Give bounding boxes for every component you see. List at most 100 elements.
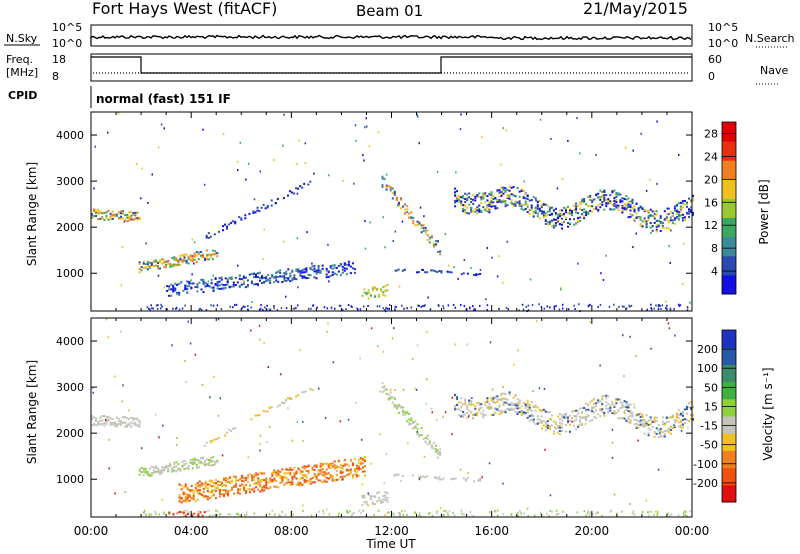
power-cell [474,195,477,198]
power-cell [628,304,630,307]
velocity-cell [235,485,237,488]
power-cell [490,193,493,196]
velocity-cell [279,481,282,484]
power-cell [160,307,162,310]
velocity-cell [220,493,223,496]
velocity-cell [510,409,513,412]
nave-tick-bottom: 0 [708,70,715,83]
power-cell [518,190,521,193]
velocity-cell [218,480,221,483]
velocity-cell [536,406,539,409]
velocity-cell [641,425,644,428]
power-cell [482,192,485,195]
power-cell [400,207,402,210]
power-cell [567,140,569,142]
velocity-cell [130,416,133,419]
power-cell [639,218,642,221]
velocity-cell [283,475,286,478]
velocity-cell [494,411,497,414]
power-cell [397,204,399,207]
velocity-cell [91,387,94,390]
power-cell [639,205,642,208]
velocity-cell [589,419,592,422]
velocity-cell [393,474,396,477]
power-cell [424,232,427,235]
power-cell [603,208,606,211]
velocity-cell [408,421,411,424]
power-cell [265,279,268,282]
power-cell [296,163,298,166]
velocity-cell [502,403,505,405]
velocity-cell [577,425,580,428]
velocity-cell [209,396,211,399]
power-cell [492,197,495,200]
velocity-cell [504,411,507,414]
power-cell [683,219,686,222]
power-cell [192,282,195,285]
power-cell [357,308,359,311]
velocity-cell [579,407,582,410]
power-cell [611,191,614,194]
power-cell [603,198,606,201]
power-cell [625,207,628,210]
power-cell [230,221,233,224]
power-cell [544,220,547,222]
velocity-cell [322,512,325,515]
power-cell [460,304,462,306]
power-cell [615,198,618,201]
velocity-cell [364,474,366,477]
power-cell [484,194,487,197]
colorbar-tick-label: 24 [704,150,718,163]
power-cell [385,306,387,309]
velocity-cell [681,414,684,417]
velocity-cell [613,411,616,414]
power-cell [426,234,429,237]
power-cell [456,197,459,200]
velocity-cell [154,467,157,469]
velocity-cell [373,514,375,516]
power-cell [460,200,463,203]
power-cell [655,304,657,307]
power-cell [157,265,159,268]
velocity-cell [245,478,248,481]
power-cell [581,199,584,202]
power-cell [502,281,504,284]
velocity-cell [538,418,541,421]
velocity-cell [182,491,185,494]
power-cell [498,195,501,198]
power-cell [599,203,602,206]
colorbar-segment [722,141,736,161]
velocity-cell [579,423,582,426]
velocity-cell [208,491,211,494]
power-cell [536,204,539,207]
velocity-cell [437,456,439,459]
power-cell [436,170,439,173]
velocity-cell [494,509,497,512]
velocity-cell [219,513,221,516]
velocity-cell [648,511,650,514]
velocity-cell [275,471,278,474]
power-cell [494,205,497,208]
power-cell [177,259,180,262]
velocity-cell [275,480,278,482]
velocity-cell [210,489,213,492]
velocity-cell [111,423,114,426]
velocity-cell [470,400,473,402]
power-cell [122,210,124,213]
power-cell [653,217,656,220]
velocity-cell [526,405,529,408]
power-cell [619,200,622,203]
velocity-cell [520,405,523,408]
velocity-cell [339,472,342,475]
power-cell [120,215,122,218]
velocity-cell [295,483,298,486]
power-cell [188,282,191,285]
velocity-cell [625,401,628,404]
power-cell [567,308,570,311]
velocity-cell [349,510,351,513]
power-cell [486,204,489,207]
velocity-cell [301,483,304,486]
power-cell [476,195,479,198]
velocity-cell [271,473,274,476]
